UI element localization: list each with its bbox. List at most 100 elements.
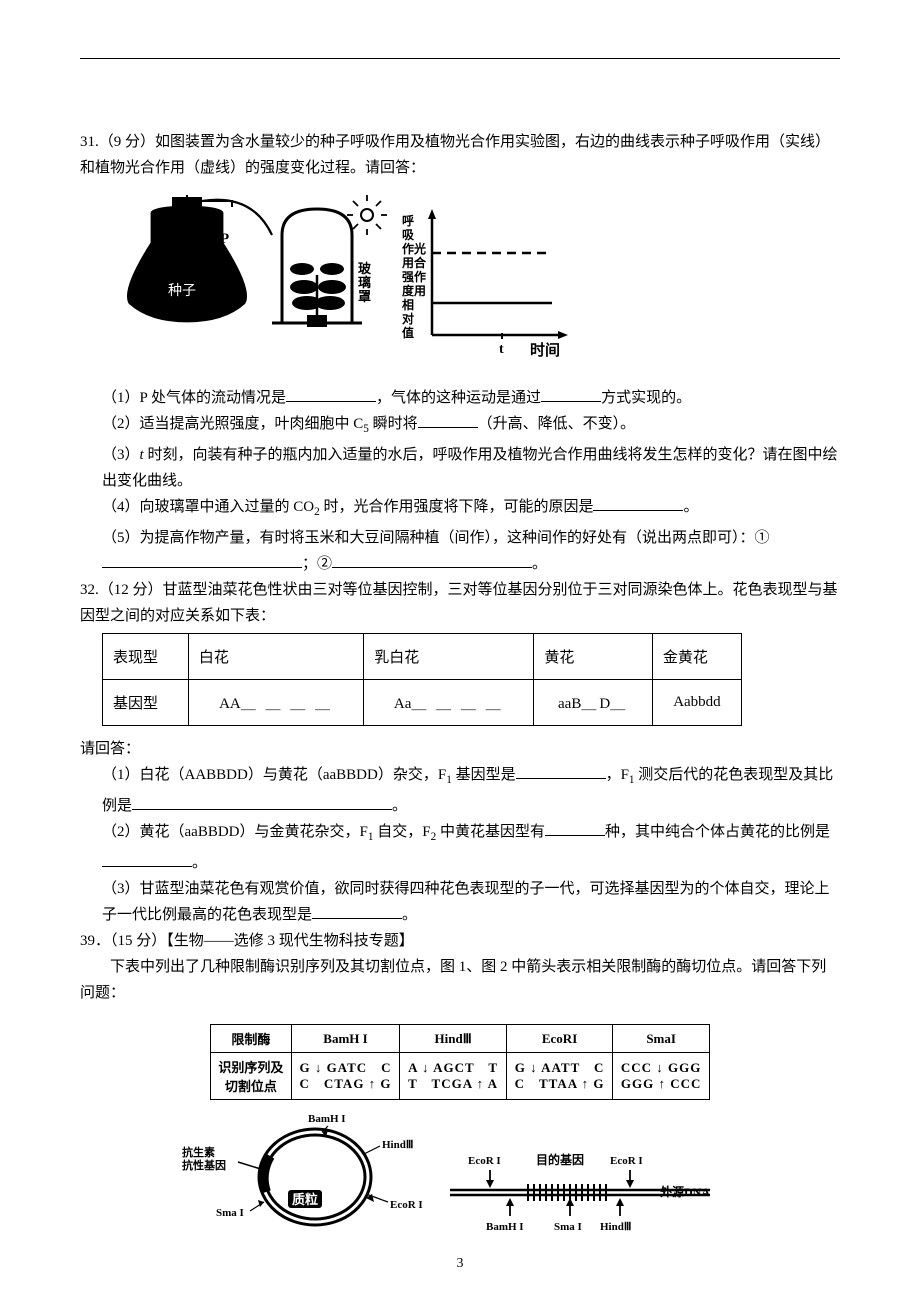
blank xyxy=(418,412,478,428)
cell: 金黄花 xyxy=(652,634,741,680)
t: 抗性基因 xyxy=(182,1158,226,1172)
blank xyxy=(593,495,683,511)
cell: A ↓ AGCT T T TCGA ↑ A xyxy=(400,1053,506,1100)
q31-sub4-b: 时，光合作用强度将下降，可能的原因是 xyxy=(320,499,594,515)
t: EcoR I xyxy=(390,1199,423,1211)
svg-text:强: 强 xyxy=(402,270,414,284)
svg-text:吸: 吸 xyxy=(402,228,415,242)
table-row: 表现型 白花 乳白花 黄花 金黄花 xyxy=(103,634,742,680)
q32-answer-prompt: 请回答： xyxy=(80,736,840,762)
cell: 识别序列及 切割位点 xyxy=(211,1053,292,1100)
q31-points: （9 分） xyxy=(99,134,155,150)
t: （1）白花（AABBDD）与黄花（aaBBDD）杂交，F xyxy=(102,767,446,783)
svg-text:对: 对 xyxy=(402,311,414,326)
blank xyxy=(102,552,302,568)
q31-sub2-a: （2）适当提高光照强度，叶肉细胞中 C xyxy=(102,416,363,432)
q31-sub4: （4）向玻璃罩中通入过量的 CO2 时，光合作用强度将下降，可能的原因是。 xyxy=(80,494,840,525)
t: 外源DNA xyxy=(660,1184,710,1199)
blank xyxy=(286,386,376,402)
seq: T TCGA ↑ A xyxy=(406,1076,499,1092)
t: Sma I xyxy=(554,1221,582,1233)
gen-white: AA xyxy=(219,696,241,712)
q31-sub4-a: （4）向玻璃罩中通入过量的 CO xyxy=(102,499,314,515)
t: Sma I xyxy=(216,1207,244,1219)
q31-sub5-c: 。 xyxy=(532,556,547,572)
t: 目的基因 xyxy=(536,1152,584,1167)
q31-sub2: （2）适当提高光照强度，叶肉细胞中 C5 瞬时将（升高、降低、不变）。 xyxy=(80,411,840,442)
svg-text:用: 用 xyxy=(413,284,426,298)
q31-sub1: （1）P 处气体的流动情况是 ，气体的这种运动是通过 方式实现的。 xyxy=(80,385,840,411)
q31-sub5-b: ；② xyxy=(302,556,332,572)
svg-text:呼: 呼 xyxy=(402,213,414,228)
t: 抗生素 xyxy=(182,1145,215,1159)
cell: AA＿ ＿ ＿ ＿ xyxy=(188,680,363,726)
table-row: 基因型 AA＿ ＿ ＿ ＿ Aa＿ ＿ ＿ ＿ aaB＿D＿ Aabbdd xyxy=(103,680,742,726)
svg-text:作: 作 xyxy=(414,269,426,284)
t: 种，其中纯合个体占黄花的比例是 xyxy=(605,824,830,840)
blank xyxy=(545,820,605,836)
q39-header: 39．（15 分）【生物——选修 3 现代生物科技专题】 xyxy=(80,928,840,954)
t: 基因型是 xyxy=(452,767,516,783)
t: 。 xyxy=(192,855,207,871)
svg-text:合: 合 xyxy=(414,255,427,270)
q31-stem: 31.（9 分）如图装置为含水量较少的种子呼吸作用及植物光合作用实验图，右边的曲… xyxy=(80,129,840,181)
t: （2）黄花（aaBBDD）与金黄花杂交，F xyxy=(102,824,368,840)
q32-text: 甘蓝型油菜花色性状由三对等位基因控制，三对等位基因分别位于三对同源染色体上。花色… xyxy=(80,582,838,624)
q31-sub4-c: 。 xyxy=(683,499,698,515)
cell: 基因型 xyxy=(103,680,189,726)
q31-sub5: （5）为提高作物产量，有时将玉米和大豆间隔种植（间作），这种间作的好处有（说出两… xyxy=(80,525,840,577)
q31-sub1-c: 方式实现的。 xyxy=(601,390,691,406)
q32-number: 32. xyxy=(80,582,99,598)
q31-number: 31. xyxy=(80,134,99,150)
q32-sub3: （3）甘蓝型油菜花色有观赏价值，欲同时获得四种花色表现型的子一代，可选择基因型为… xyxy=(80,876,840,928)
blank xyxy=(516,763,606,779)
t: BamH I xyxy=(486,1221,524,1233)
blank xyxy=(541,386,601,402)
enzyme-table: 限制酶 BamH I HindⅢ EcoRI SmaI 识别序列及 切割位点 G… xyxy=(210,1024,710,1100)
q32-points: （12 分） xyxy=(99,582,163,598)
seq: CCC ↓ GGG xyxy=(619,1060,703,1076)
cell: aaB＿D＿ xyxy=(534,680,653,726)
svg-text:作: 作 xyxy=(402,241,414,256)
q32-stem: 32.（12 分）甘蓝型油菜花色性状由三对等位基因控制，三对等位基因分别位于三对… xyxy=(80,577,840,629)
t: 自交，F xyxy=(373,824,430,840)
gen-milk: Aa xyxy=(394,696,412,712)
seq: G ↓ AATT C xyxy=(513,1060,606,1076)
cell: 白花 xyxy=(188,634,363,680)
cell: G ↓ GATC C C CTAG ↑ G xyxy=(291,1053,400,1100)
svg-text:玻: 玻 xyxy=(358,261,372,276)
svg-text:度: 度 xyxy=(402,283,415,298)
cell: HindⅢ xyxy=(400,1025,506,1053)
table-row: 识别序列及 切割位点 G ↓ GATC C C CTAG ↑ G A ↓ AGC… xyxy=(211,1053,710,1100)
svg-text:相: 相 xyxy=(402,297,414,312)
t: 。 xyxy=(392,798,407,814)
blank xyxy=(102,851,192,867)
t: HindⅢ xyxy=(600,1221,631,1233)
cell: SmaI xyxy=(613,1025,710,1053)
q39-number: 39． xyxy=(80,933,110,949)
seq: G ↓ GATC C xyxy=(298,1060,394,1076)
page-number: 3 xyxy=(0,1256,920,1272)
dashes: ＿ ＿ ＿ ＿ xyxy=(241,696,333,712)
svg-text:用: 用 xyxy=(401,256,414,270)
cell: 限制酶 xyxy=(211,1025,292,1053)
fig1-p-label: P xyxy=(220,231,229,247)
q31-sub5-a: （5）为提高作物产量，有时将玉米和大豆间隔种植（间作），这种间作的好处有（说出两… xyxy=(102,530,770,546)
svg-text:光: 光 xyxy=(413,241,426,256)
cell: EcoRI xyxy=(506,1025,612,1053)
t: 。 xyxy=(402,907,417,923)
q31-sub2-b: 瞬时将 xyxy=(369,416,418,432)
t: （3）甘蓝型油菜花色有观赏价值，欲同时获得四种花色表现型的子一代，可选择基因型为… xyxy=(102,881,830,923)
q39-points: （15 分）【生物——选修 3 现代生物科技专题】 xyxy=(110,933,414,949)
cell: BamH I xyxy=(291,1025,400,1053)
cell: G ↓ AATT C C TTAA ↑ G xyxy=(506,1053,612,1100)
t: EcoR I xyxy=(468,1155,501,1167)
table-row: 限制酶 BamH I HindⅢ EcoRI SmaI xyxy=(211,1025,710,1053)
cell: 黄花 xyxy=(534,634,653,680)
q39-figure: 抗生素 抗性基因 质粒 Sma I BamH I HindⅢ EcoR I xyxy=(180,1112,740,1247)
q31-sub1-b: ，气体的这种运动是通过 xyxy=(376,390,541,406)
q31-text: 如图装置为含水量较少的种子呼吸作用及植物光合作用实验图，右边的曲线表示种子呼吸作… xyxy=(80,134,830,176)
gen-yellow-a: aaB xyxy=(558,696,581,712)
q31-sub3: （3）t 时刻，向装有种子的瓶内加入适量的水后，呼吸作用及植物光合作用曲线将发生… xyxy=(80,442,840,494)
q31-sub1-a: （1）P 处气体的流动情况是 xyxy=(102,390,286,406)
